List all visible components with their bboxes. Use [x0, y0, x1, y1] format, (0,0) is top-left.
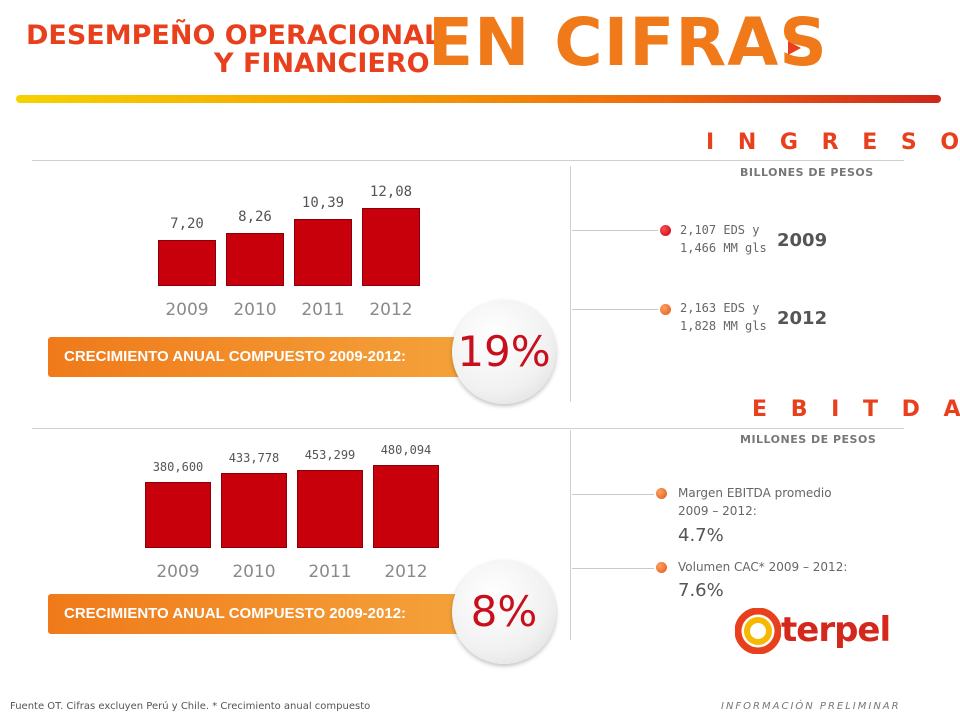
ebitda-cagr-value: 8% [470, 587, 538, 636]
ingresos-note1-bullet [660, 225, 671, 236]
ingresos-divider [32, 160, 904, 161]
page-title: EN CIFRAS [428, 4, 828, 81]
ingresos-note1-year: 2009 [777, 230, 828, 251]
ingresos-note2-line1: 2,163 EDS y [680, 301, 760, 315]
ingresos-note2-line2: 1,828 MM gls [680, 319, 767, 333]
ebitda-metric2-value: 7.6% [678, 580, 724, 601]
ingresos-year-label-2012: 2012 [369, 300, 413, 320]
ebitda-title: E B I T D A [752, 397, 960, 422]
ebitda-metric2-bullet [656, 562, 667, 573]
ebitda-metric1-value: 4.7% [678, 525, 724, 546]
ingresos-year-label-2010: 2010 [233, 300, 277, 320]
ingresos-value-label-2011: 10,39 [301, 195, 345, 211]
ingresos-year-label-2009: 2009 [165, 300, 209, 320]
ebitda-year-label-2011: 2011 [308, 562, 352, 582]
ebitda-metric1-connector [572, 494, 654, 495]
ingresos-cagr-value: 19% [457, 327, 551, 376]
ingresos-year-label-2011: 2011 [301, 300, 345, 320]
header: DESEMPEÑO OPERACIONAL Y FINANCIERO EN CI… [0, 0, 960, 110]
ebitda-metric1-label-line1: Margen EBITDA promedio [678, 486, 832, 500]
ingresos-note1-line1: 2,107 EDS y [680, 223, 760, 237]
terpel-logo: terpel [735, 608, 891, 654]
ingresos-bar-2010 [226, 233, 284, 286]
ebitda-chart: 380,600 2009 433,778 2010 453,299 2011 480,094… [142, 443, 442, 586]
ingresos-unit: BILLONES DE PESOS [740, 166, 874, 179]
header-subtitle-line1: DESEMPEÑO OPERACIONAL [26, 20, 442, 51]
ingresos-note1-line2: 1,466 MM gls [680, 241, 767, 255]
terpel-logo-text: terpel [781, 610, 891, 650]
ebitda-bar-2010 [221, 473, 287, 548]
ingresos-note2-year: 2012 [777, 308, 828, 329]
ingresos-chart: 7,20 2009 8,26 2010 10,39 2011 12,08 2012 [150, 175, 440, 325]
ebitda-bar-2011 [297, 470, 363, 548]
ebitda-year-label-2012: 2012 [384, 562, 428, 582]
ingresos-bar-2009 [158, 240, 216, 286]
ingresos-value-label-2010: 8,26 [238, 209, 272, 225]
ebitda-bar-2009 [145, 482, 211, 548]
ebitda-vertical-divider [570, 430, 571, 640]
ebitda-cagr-band: CRECIMIENTO ANUAL COMPUESTO 2009-2012: [48, 594, 468, 634]
ebitda-unit: MILLONES DE PESOS [740, 433, 877, 446]
ingresos-cagr-band: CRECIMIENTO ANUAL COMPUESTO 2009-2012: [48, 337, 468, 377]
ebitda-metric1-label-line2: 2009 – 2012: [678, 504, 757, 518]
terpel-logo-mark [735, 608, 781, 654]
header-subtitle-line2: Y FINANCIERO [214, 48, 430, 79]
ebitda-divider [32, 428, 904, 429]
footer-source: Fuente OT. Cifras excluyen Perú y Chile.… [10, 701, 371, 712]
ebitda-bar-2012 [373, 465, 439, 548]
header-swoosh [16, 95, 941, 103]
ebitda-value-label-2012: 480,094 [380, 443, 432, 457]
ingresos-note2-connector [572, 309, 658, 310]
ingresos-note2-bullet [660, 304, 671, 315]
footer-tag: INFORMACIÓN PRELIMINAR [721, 701, 901, 712]
ingresos-value-label-2012: 12,08 [369, 184, 413, 200]
ebitda-metric1-bullet [656, 488, 667, 499]
ebitda-year-label-2010: 2010 [232, 562, 276, 582]
ebitda-metric2-label-line1: Volumen CAC* 2009 – 2012: [678, 560, 848, 574]
ebitda-metric2-connector [572, 568, 654, 569]
ebitda-value-label-2010: 433,778 [228, 451, 280, 465]
ebitda-cagr-circle: 8% [452, 560, 556, 664]
ingresos-cagr-circle: 19% [452, 300, 556, 404]
ebitda-cagr-label: CRECIMIENTO ANUAL COMPUESTO 2009-2012: [64, 605, 407, 622]
ingresos-title: I N G R E S O S [706, 130, 960, 155]
ingresos-note1-connector [572, 230, 658, 231]
ebitda-value-label-2009: 380,600 [152, 460, 204, 474]
play-arrow-icon [788, 41, 801, 55]
ingresos-bar-2011 [294, 219, 352, 286]
ingresos-cagr-label: CRECIMIENTO ANUAL COMPUESTO 2009-2012: [64, 348, 407, 365]
ebitda-value-label-2011: 453,299 [304, 448, 356, 462]
ingresos-value-label-2009: 7,20 [170, 216, 204, 232]
ebitda-year-label-2009: 2009 [156, 562, 200, 582]
ingresos-bar-2012 [362, 208, 420, 286]
ingresos-vertical-divider [570, 166, 571, 402]
